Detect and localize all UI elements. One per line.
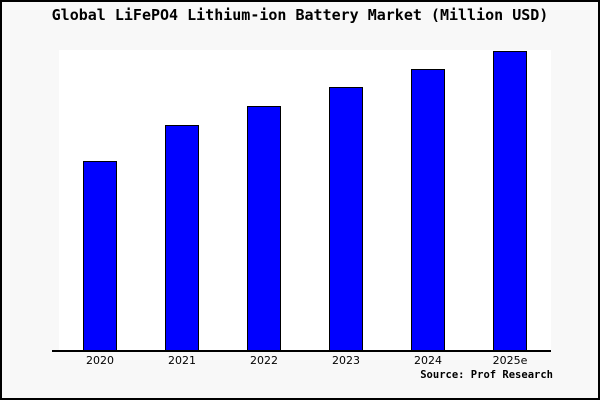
x-tick-label-2024: 2024 (414, 354, 442, 367)
bar-2020 (83, 161, 117, 351)
x-axis-tick-labels: 2020 2021 2022 2023 2024 2025e (59, 354, 551, 368)
chart-title: Global LiFePO4 Lithium-ion Battery Marke… (51, 6, 549, 24)
bar-2021 (165, 124, 199, 351)
bar-slot-2024 (387, 50, 469, 351)
bar-slot-2025e (469, 50, 551, 351)
bar-slot-2020 (59, 50, 141, 351)
bar-slot-2022 (223, 50, 305, 351)
bar-2025e (493, 50, 527, 351)
x-tick-label-2023: 2023 (332, 354, 360, 367)
bar-slot-2021 (141, 50, 223, 351)
bar-group (59, 50, 551, 351)
plot-area (59, 50, 551, 351)
x-axis-line (52, 350, 551, 352)
x-tick-label-2020: 2020 (86, 354, 114, 367)
bar-slot-2023 (305, 50, 387, 351)
x-tick-label-2021: 2021 (168, 354, 196, 367)
bar-2023 (329, 87, 363, 351)
x-tick-label-2025e: 2025e (492, 354, 528, 367)
source-note: Source: Prof Research (420, 369, 553, 381)
x-tick-label-2022: 2022 (250, 354, 278, 367)
bar-2024 (411, 68, 445, 351)
bar-2022 (247, 106, 281, 351)
